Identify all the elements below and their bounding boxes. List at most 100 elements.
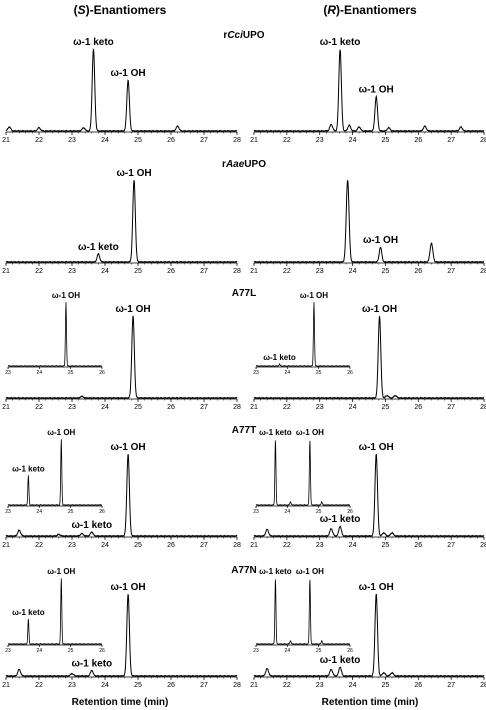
panel-1-1-tick-label-25: 25 (382, 268, 390, 275)
panel-1-1-tick-label-23: 23 (316, 268, 324, 275)
inset-3-0-peak-label-0: ω-1 keto (12, 464, 45, 473)
panel-2-1-tick-label-27: 27 (447, 404, 455, 411)
inset-4-0: 23 24 25 26 ω-1 keto ω-1 OH (5, 567, 105, 654)
inset-4-1-peak-label-2: ω-1 OH (296, 567, 324, 576)
panel-2-1-peak-label-0: ω-1 OH (362, 304, 397, 315)
panel-1-0-peak-label-1: ω-1 OH (116, 168, 151, 179)
panel-0-1-tick-label-21: 21 (250, 137, 258, 144)
panel-0-1-tick-label-25: 25 (382, 137, 390, 144)
panel-1-0-peak-label-0: ω-1 keto (78, 242, 119, 253)
inset-2-0-tick-label-25: 25 (68, 370, 74, 376)
inset-3-0-tick-label-24: 24 (37, 509, 43, 515)
panel-2-1-tick-label-22: 22 (283, 404, 291, 411)
panel-0-0-trace (5, 48, 238, 133)
inset-4-1-tick-label-26: 26 (347, 648, 353, 654)
panel-4-1-tick-label-24: 24 (349, 682, 357, 689)
panel-0-0-tick-label-25: 25 (134, 137, 142, 144)
panel-4-0-tick-label-23: 23 (68, 682, 76, 689)
panel-3-0-tick-label-22: 22 (35, 542, 43, 549)
panel-1-0-tick-label-23: 23 (68, 268, 76, 275)
row-label-a77t: A77T (232, 425, 256, 436)
inset-4-0-tick-label-24: 24 (37, 648, 43, 654)
panel-1-1-tick-label-26: 26 (414, 268, 422, 275)
panel-0-0-peak-label-4: ω-1 OH (111, 68, 146, 79)
chromatogram-panels: 21 22 23 24 25 26 27 28 ω-1 keto ω-1 OH 21 22 23 24 25… (2, 37, 486, 689)
panel-2-1-tick-label-23: 23 (316, 404, 324, 411)
x-axis-title-left: Retention time (min) (72, 697, 169, 708)
panel-3-1-tick-label-28: 28 (480, 542, 486, 549)
panel-1-0-tick-label-28: 28 (233, 268, 241, 275)
panel-0-1-tick-label-23: 23 (316, 137, 324, 144)
inset-4-0-tick-label-23: 23 (5, 648, 11, 654)
row-label-cci: Cci (227, 30, 243, 41)
panel-1-1-peak-label-1: ω-1 OH (363, 235, 398, 246)
x-axis-title-right: Retention time (min) (322, 697, 419, 708)
inset-4-0-tick-label-25: 25 (68, 648, 74, 654)
panel-1-0-tick-label-25: 25 (134, 268, 142, 275)
panel-2-1: 21 22 23 24 25 26 27 28 ω-1 OH 23 24 25 26 ω-1 keto ω-… (250, 291, 486, 411)
inset-3-0-peak-label-1: ω-1 OH (47, 428, 75, 437)
panel-3-0-tick-label-26: 26 (167, 542, 175, 549)
panel-0-1-tick-label-27: 27 (447, 137, 455, 144)
panel-3-1-tick-label-24: 24 (349, 542, 357, 549)
panel-2-0: 21 22 23 24 25 26 27 28 ω-1 OH 23 24 25 26 ω-1 OH (2, 291, 241, 411)
panel-1-1-tick-label-21: 21 (250, 268, 258, 275)
panel-1-0: 21 22 23 24 25 26 27 28 ω-1 keto ω-1 OH (2, 168, 241, 275)
panel-4-1-tick-label-27: 27 (447, 682, 455, 689)
inset-4-1-tick-label-24: 24 (285, 648, 291, 654)
inset-2-1-trace (255, 302, 351, 367)
panel-2-0-tick-label-27: 27 (200, 404, 208, 411)
panel-4-1-tick-label-23: 23 (316, 682, 324, 689)
panel-0-0-tick-label-24: 24 (101, 137, 109, 144)
panel-1-1-tick-label-27: 27 (447, 268, 455, 275)
panel-2-0-tick-label-21: 21 (2, 404, 10, 411)
panel-0-1-tick-label-26: 26 (414, 137, 422, 144)
inset-3-0: 23 24 25 26 ω-1 keto ω-1 OH (5, 428, 105, 515)
panel-4-1-peak-label-2: ω-1 keto (320, 655, 361, 666)
panel-4-0-tick-label-27: 27 (200, 682, 208, 689)
inset-2-1-tick-label-24: 24 (285, 370, 291, 376)
panel-2-0-tick-label-23: 23 (68, 404, 76, 411)
panel-4-0-peak-label-3: ω-1 OH (111, 582, 146, 593)
panel-0-1-trace (253, 49, 485, 133)
panel-2-0-tick-label-24: 24 (101, 404, 109, 411)
panel-3-0-peak-label-4: ω-1 OH (111, 442, 146, 453)
panel-3-1-peak-label-3: ω-1 OH (359, 442, 394, 453)
panel-2-0-trace (5, 315, 238, 400)
row-label-raaeupo: rAaeUPO (222, 159, 266, 170)
panel-1-1-trace (253, 180, 485, 264)
inset-2-0-peak-label-0: ω-1 OH (52, 291, 80, 300)
inset-3-0-tick-label-26: 26 (99, 509, 105, 515)
panel-3-1-tick-label-26: 26 (414, 542, 422, 549)
panel-0-0-tick-label-22: 22 (35, 137, 43, 144)
inset-4-0-tick-label-26: 26 (99, 648, 105, 654)
panel-4-0-tick-label-26: 26 (167, 682, 175, 689)
panel-2-1-trace (253, 315, 485, 400)
row-label-a77l: A77L (232, 288, 256, 299)
panel-2-0-tick-label-28: 28 (233, 404, 241, 411)
inset-4-1-tick-label-23: 23 (253, 648, 259, 654)
panel-4-1-peak-label-3: ω-1 OH (359, 582, 394, 593)
right-column-title: (R)-Enantiomers (323, 3, 417, 17)
inset-3-0-tick-label-23: 23 (5, 509, 11, 515)
panel-4-1-tick-label-28: 28 (480, 682, 486, 689)
panel-0-1-tick-label-24: 24 (349, 137, 357, 144)
inset-2-0-trace (7, 302, 103, 367)
panel-3-1-tick-label-27: 27 (447, 542, 455, 549)
right-title-r: R (327, 3, 336, 17)
panel-0-0-tick-label-28: 28 (233, 137, 241, 144)
panel-3-0-tick-label-27: 27 (200, 542, 208, 549)
panel-4-0-trace (5, 594, 238, 678)
inset-3-1-tick-label-24: 24 (285, 509, 291, 515)
panel-0-1-tick-label-28: 28 (480, 137, 486, 144)
inset-3-0-tick-label-25: 25 (68, 509, 74, 515)
panel-2-0-tick-label-25: 25 (134, 404, 142, 411)
panel-4-1-tick-label-21: 21 (250, 682, 258, 689)
panel-0-1-tick-label-22: 22 (283, 137, 291, 144)
inset-4-1-tick-label-25: 25 (316, 648, 322, 654)
inset-3-1-peak-label-2: ω-1 OH (296, 428, 324, 437)
inset-3-1-peak-label-0: ω-1 keto (259, 428, 292, 437)
panel-3-1-tick-label-25: 25 (382, 542, 390, 549)
row-label-a77n: A77N (231, 565, 257, 576)
panel-3-0-tick-label-21: 21 (2, 542, 10, 549)
